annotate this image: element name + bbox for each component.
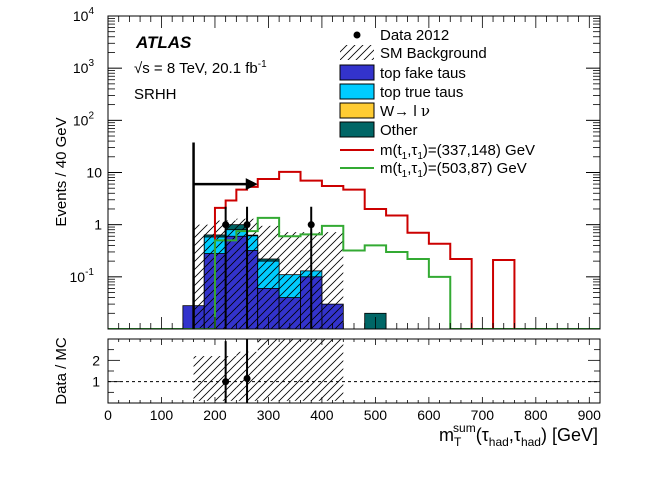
legend-w-swatch bbox=[339, 102, 375, 119]
legend-other-label: Other bbox=[380, 122, 418, 139]
x-tick-label-3: 300 bbox=[257, 407, 281, 423]
legend-data-label: Data 2012 bbox=[380, 27, 449, 44]
ratio-plot-frame bbox=[107, 338, 601, 404]
data-point-0 bbox=[222, 221, 230, 229]
x-tick-label-9: 900 bbox=[578, 407, 602, 423]
legend-true-swatch bbox=[339, 83, 375, 100]
y-tick-label-1: 103 bbox=[73, 58, 95, 76]
region-label: SRHH bbox=[134, 86, 177, 103]
x-tick-label-4: 400 bbox=[310, 407, 334, 423]
y-tick-label-3: 10 bbox=[86, 165, 102, 181]
ratio-point-0 bbox=[222, 378, 230, 386]
legend-other-swatch bbox=[339, 121, 375, 138]
ratio-axes: 12 bbox=[92, 339, 601, 403]
signal-curve-1 bbox=[193, 170, 536, 329]
legend-fake-swatch bbox=[339, 64, 375, 81]
ratio-y-label: Data / MC bbox=[53, 337, 70, 405]
ratio-point-1 bbox=[243, 374, 251, 382]
energy-label: √s = 8 TeV, 20.1 fb-1 bbox=[134, 59, 267, 77]
ratio-band-bin-0 bbox=[193, 356, 237, 401]
data-point-2 bbox=[307, 221, 315, 229]
y-tick-label-5: 10-1 bbox=[70, 267, 95, 285]
legend: Data 2012 SM Background top fake taus to… bbox=[339, 27, 535, 180]
y-tick-label-0: 104 bbox=[73, 6, 95, 24]
ratio-y-tick-label-1: 2 bbox=[92, 352, 100, 368]
x-tick-label-1: 100 bbox=[150, 407, 174, 423]
x-tick-labels: 0 100 200 300 400 500 600 700 800 900 bbox=[104, 407, 601, 423]
ratio-uncertainty-band bbox=[193, 339, 344, 401]
y-tick-label-4: 1 bbox=[94, 217, 102, 233]
signal-curve-2 bbox=[108, 216, 600, 329]
data-point-1 bbox=[243, 221, 251, 229]
legend-data-marker bbox=[353, 31, 361, 39]
legend-w-label: W→ l ν bbox=[380, 102, 430, 120]
x-tick-label-2: 200 bbox=[203, 407, 227, 423]
ratio-y-tick-label-0: 1 bbox=[92, 374, 100, 390]
atlas-label: ATLAS bbox=[135, 33, 192, 52]
x-tick-label-5: 500 bbox=[364, 407, 388, 423]
ratio-band-bin-2 bbox=[257, 339, 344, 401]
x-axis-label: mTsum(τhad,τhad) [GeV] bbox=[439, 421, 598, 449]
x-tick-label-7: 700 bbox=[471, 407, 495, 423]
legend-signal2-label: m(t1,τ1)=(503,87) GeV bbox=[380, 160, 527, 180]
data-points bbox=[222, 206, 315, 329]
legend-fake-label: top fake taus bbox=[380, 65, 466, 82]
x-tick-label-0: 0 bbox=[104, 407, 112, 423]
selection-arrow bbox=[192, 142, 258, 329]
legend-sm-label: SM Background bbox=[380, 45, 487, 62]
signal-curves bbox=[108, 170, 600, 329]
x-tick-label-8: 800 bbox=[524, 407, 548, 423]
legend-sm-swatch bbox=[340, 45, 374, 60]
sm-uncertainty-bin-160 bbox=[193, 224, 215, 329]
y-tick-label-2: 102 bbox=[73, 110, 95, 128]
ratio-points bbox=[222, 339, 251, 403]
legend-true-label: top true taus bbox=[380, 84, 463, 101]
legend-signal1-label: m(t1,τ1)=(337,148) GeV bbox=[380, 142, 535, 162]
sm-uncertainty-bin-280 bbox=[257, 225, 280, 329]
x-tick-label-6: 600 bbox=[417, 407, 441, 423]
y-axis-label: Events / 40 GeV bbox=[53, 117, 70, 226]
arrow-head bbox=[245, 178, 258, 191]
